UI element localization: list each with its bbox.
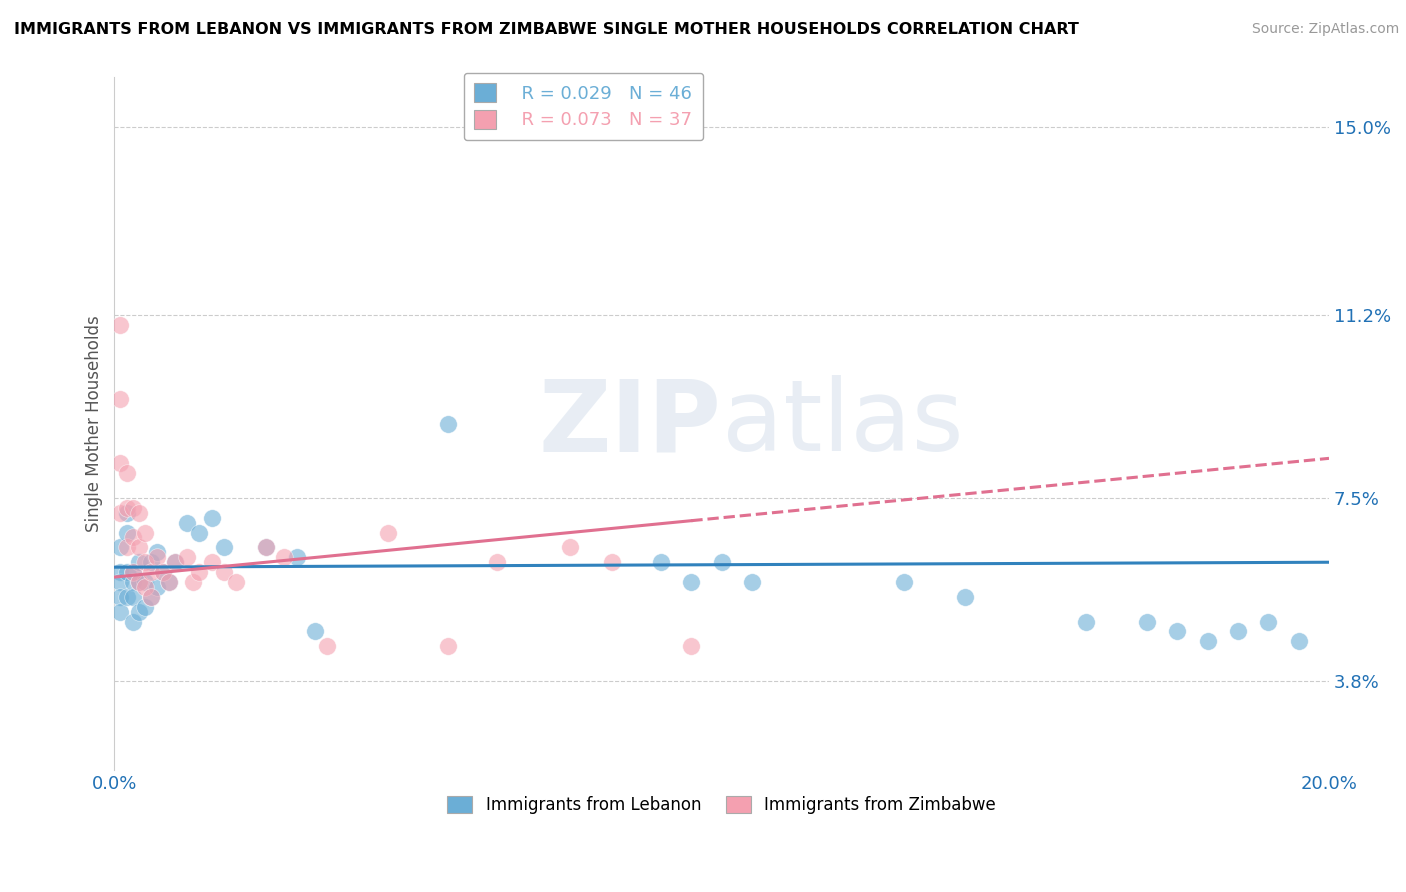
Point bbox=[165, 555, 187, 569]
Point bbox=[558, 541, 581, 555]
Point bbox=[128, 574, 150, 589]
Point bbox=[188, 525, 211, 540]
Point bbox=[110, 392, 132, 406]
Point bbox=[316, 640, 339, 654]
Point bbox=[110, 541, 132, 555]
Point bbox=[273, 550, 295, 565]
Point bbox=[146, 580, 169, 594]
Point bbox=[115, 565, 138, 579]
Point bbox=[254, 541, 277, 555]
Point bbox=[200, 510, 222, 524]
Point bbox=[110, 574, 132, 589]
Point bbox=[681, 640, 703, 654]
Point bbox=[110, 506, 132, 520]
Point bbox=[200, 555, 222, 569]
Point bbox=[152, 565, 174, 579]
Point bbox=[115, 506, 138, 520]
Point bbox=[146, 550, 169, 565]
Point bbox=[212, 565, 235, 579]
Point bbox=[157, 574, 180, 589]
Point bbox=[710, 555, 733, 569]
Point bbox=[121, 590, 143, 604]
Point bbox=[110, 456, 132, 470]
Point bbox=[152, 565, 174, 579]
Point bbox=[176, 516, 198, 530]
Point bbox=[953, 590, 976, 604]
Point bbox=[139, 590, 162, 604]
Point bbox=[741, 574, 763, 589]
Point bbox=[304, 624, 326, 639]
Point bbox=[121, 500, 143, 515]
Point bbox=[188, 565, 211, 579]
Point bbox=[146, 545, 169, 559]
Point bbox=[377, 525, 399, 540]
Point bbox=[681, 574, 703, 589]
Point bbox=[128, 541, 150, 555]
Point bbox=[121, 531, 143, 545]
Point bbox=[1226, 624, 1249, 639]
Point bbox=[134, 555, 156, 569]
Point bbox=[485, 555, 508, 569]
Point bbox=[602, 555, 624, 569]
Point bbox=[134, 599, 156, 614]
Point bbox=[1166, 624, 1188, 639]
Point bbox=[893, 574, 915, 589]
Point bbox=[128, 506, 150, 520]
Point bbox=[115, 590, 138, 604]
Point bbox=[110, 590, 132, 604]
Text: Source: ZipAtlas.com: Source: ZipAtlas.com bbox=[1251, 22, 1399, 37]
Point bbox=[139, 565, 162, 579]
Point bbox=[139, 590, 162, 604]
Text: IMMIGRANTS FROM LEBANON VS IMMIGRANTS FROM ZIMBABWE SINGLE MOTHER HOUSEHOLDS COR: IMMIGRANTS FROM LEBANON VS IMMIGRANTS FR… bbox=[14, 22, 1078, 37]
Point bbox=[176, 550, 198, 565]
Point bbox=[650, 555, 672, 569]
Point bbox=[183, 574, 205, 589]
Point bbox=[134, 574, 156, 589]
Point bbox=[121, 615, 143, 629]
Point bbox=[110, 605, 132, 619]
Point bbox=[1197, 634, 1219, 648]
Point bbox=[134, 580, 156, 594]
Point bbox=[157, 574, 180, 589]
Point bbox=[1136, 615, 1159, 629]
Point bbox=[225, 574, 247, 589]
Point bbox=[110, 318, 132, 332]
Point bbox=[1074, 615, 1097, 629]
Text: ZIP: ZIP bbox=[538, 376, 721, 472]
Point bbox=[254, 541, 277, 555]
Y-axis label: Single Mother Households: Single Mother Households bbox=[86, 316, 103, 533]
Point bbox=[110, 565, 132, 579]
Point bbox=[115, 466, 138, 480]
Point bbox=[1288, 634, 1310, 648]
Point bbox=[121, 574, 143, 589]
Point bbox=[437, 417, 460, 431]
Point bbox=[115, 525, 138, 540]
Point bbox=[128, 574, 150, 589]
Point bbox=[165, 555, 187, 569]
Point bbox=[115, 541, 138, 555]
Point bbox=[134, 525, 156, 540]
Text: atlas: atlas bbox=[721, 376, 963, 472]
Point bbox=[212, 541, 235, 555]
Point bbox=[128, 605, 150, 619]
Point bbox=[128, 555, 150, 569]
Point bbox=[121, 565, 143, 579]
Point bbox=[1257, 615, 1279, 629]
Point bbox=[437, 640, 460, 654]
Point bbox=[115, 500, 138, 515]
Point bbox=[139, 555, 162, 569]
Point bbox=[121, 565, 143, 579]
Legend: Immigrants from Lebanon, Immigrants from Zimbabwe: Immigrants from Lebanon, Immigrants from… bbox=[437, 786, 1007, 824]
Point bbox=[285, 550, 308, 565]
